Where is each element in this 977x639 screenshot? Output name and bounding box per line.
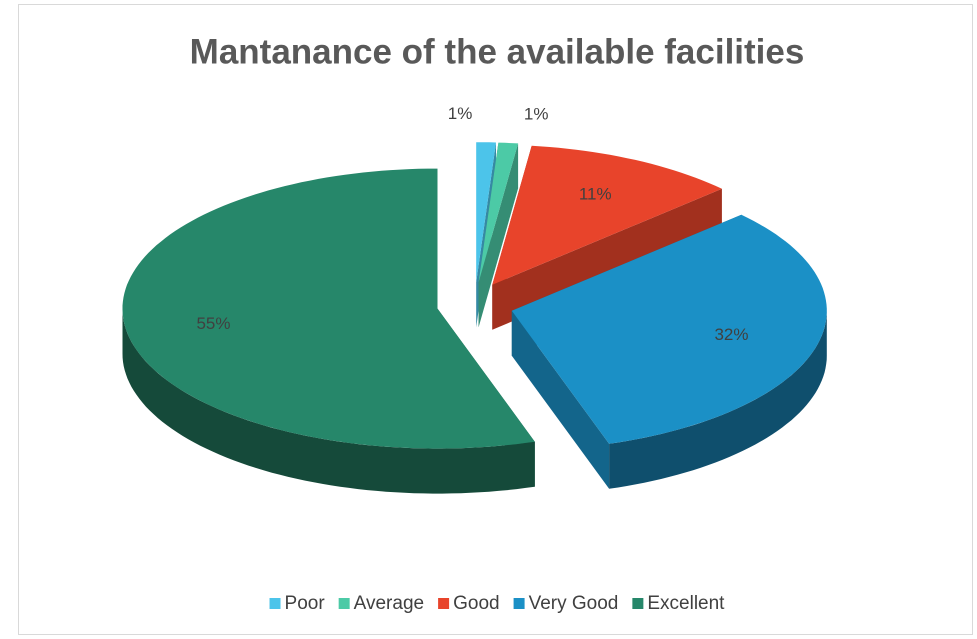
slice xyxy=(511,214,827,444)
slice-side xyxy=(478,143,519,328)
legend-swatch xyxy=(438,598,450,609)
slice xyxy=(476,142,496,283)
legend-label: Average xyxy=(354,593,424,614)
data-label: 1% xyxy=(524,105,549,124)
legend-swatch xyxy=(338,598,350,609)
data-label: 11% xyxy=(579,184,612,203)
legend: Poor Average Good Very Good Excellent xyxy=(269,593,725,614)
legend-swatch xyxy=(269,598,281,609)
legend-label: Poor xyxy=(285,593,326,614)
legend-label: Excellent xyxy=(647,593,725,614)
slice-side xyxy=(122,308,535,494)
legend-label: Very Good xyxy=(529,593,619,614)
legend-swatch xyxy=(632,598,644,609)
slice-side xyxy=(511,310,610,489)
slice-side xyxy=(609,310,827,489)
data-label: 1% xyxy=(448,104,473,123)
slice xyxy=(122,168,535,449)
legend-swatch xyxy=(513,598,525,609)
data-label: 32% xyxy=(714,325,748,344)
layer xyxy=(122,142,827,449)
slice xyxy=(478,142,519,283)
slice-side xyxy=(492,188,722,330)
layer: 1% 1% 11% 32% 55% xyxy=(196,104,748,344)
legend-label: Good xyxy=(453,593,499,614)
data-label: 55% xyxy=(196,314,230,333)
slice xyxy=(492,145,722,285)
chart-title: Mantanance of the available facilities xyxy=(190,32,805,71)
